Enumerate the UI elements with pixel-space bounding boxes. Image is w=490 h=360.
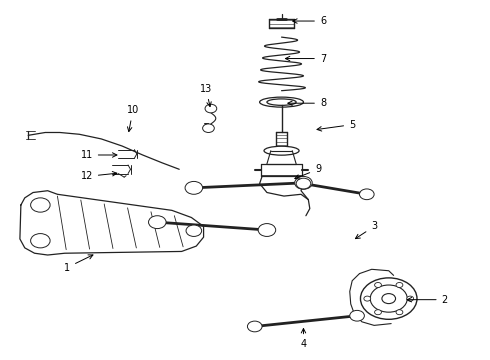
Text: 4: 4: [300, 329, 307, 349]
Circle shape: [202, 124, 214, 132]
Circle shape: [382, 294, 395, 303]
Ellipse shape: [264, 146, 299, 155]
Text: 5: 5: [317, 120, 355, 131]
Circle shape: [364, 296, 371, 301]
Text: 3: 3: [355, 221, 377, 239]
Circle shape: [186, 225, 202, 237]
Circle shape: [374, 283, 381, 288]
Circle shape: [350, 310, 365, 321]
Text: 11: 11: [80, 150, 117, 160]
Circle shape: [258, 224, 276, 237]
Circle shape: [374, 310, 381, 315]
Text: 9: 9: [295, 164, 321, 179]
Text: 2: 2: [407, 295, 448, 305]
Circle shape: [30, 198, 50, 212]
Text: 12: 12: [80, 171, 117, 181]
Circle shape: [247, 321, 262, 332]
Circle shape: [407, 296, 414, 301]
Circle shape: [185, 181, 202, 194]
Circle shape: [148, 216, 166, 229]
Circle shape: [205, 104, 217, 113]
Circle shape: [360, 189, 374, 200]
Text: 13: 13: [200, 84, 212, 107]
Ellipse shape: [267, 99, 296, 105]
Circle shape: [396, 310, 403, 315]
Text: 6: 6: [293, 16, 326, 26]
Text: 8: 8: [288, 98, 326, 108]
Circle shape: [396, 283, 403, 288]
Circle shape: [296, 178, 311, 189]
Ellipse shape: [260, 97, 303, 107]
Text: 1: 1: [64, 255, 93, 273]
Text: 7: 7: [285, 54, 326, 64]
Circle shape: [361, 278, 417, 319]
Text: 10: 10: [127, 105, 139, 131]
Circle shape: [370, 285, 407, 312]
Circle shape: [294, 176, 312, 189]
Circle shape: [30, 234, 50, 248]
